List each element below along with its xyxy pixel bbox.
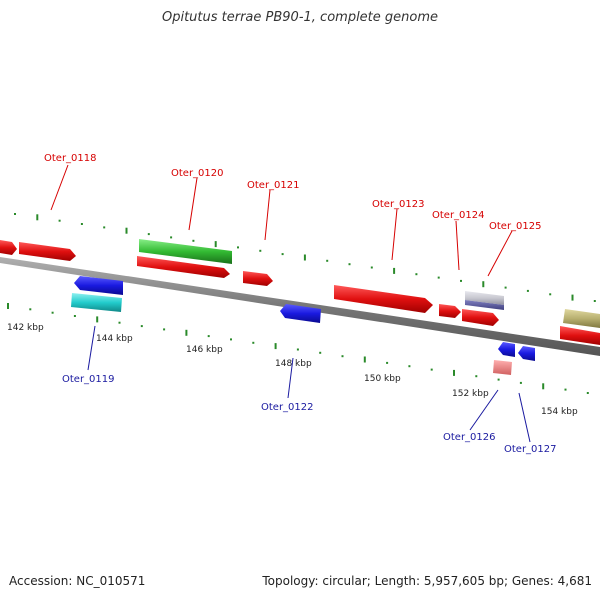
gene-arrow-oter-0125-lower[interactable] xyxy=(462,309,499,326)
gene-arrow-left-edge[interactable] xyxy=(0,240,17,255)
map-title: Opitutus terrae PB90-1, complete genome xyxy=(161,10,439,25)
callout-line-oter-0126 xyxy=(469,389,499,431)
gene-arrow-oter-0119[interactable] xyxy=(74,276,123,295)
gene-bar-oter-0125[interactable] xyxy=(465,291,504,305)
gene-arrow-oter-0118[interactable] xyxy=(19,242,76,261)
callout-line-oter-0123 xyxy=(391,208,398,261)
scale-label-154: 154 kbp xyxy=(541,407,578,417)
gene-arrow-right-edge-red[interactable] xyxy=(560,326,600,345)
gene-label-oter-0122[interactable]: Oter_0122 xyxy=(261,402,314,413)
gene-label-oter-0125[interactable]: Oter_0125 xyxy=(489,221,542,232)
gene-label-oter-0124[interactable]: Oter_0124 xyxy=(432,210,485,221)
callout-line-oter-0124 xyxy=(455,220,460,271)
callout-line-oter-0127 xyxy=(518,392,531,443)
genome-summary-text: Topology: circular; Length: 5,957,605 bp… xyxy=(262,574,592,588)
callout-line-oter-0120 xyxy=(188,177,198,231)
scale-label-152: 152 kbp xyxy=(452,389,489,399)
gene-bar-oter-0126-rna[interactable] xyxy=(493,360,512,375)
gene-label-oter-0127[interactable]: Oter_0127 xyxy=(504,444,557,455)
callout-line-oter-0122 xyxy=(287,357,294,399)
gene-bar-right-edge-olive[interactable] xyxy=(563,309,600,328)
gene-bar-oter-0119-rna[interactable] xyxy=(71,293,122,312)
scale-label-150: 150 kbp xyxy=(364,374,401,384)
callout-line-oter-0125 xyxy=(487,230,513,277)
gene-arrow-oter-0121[interactable] xyxy=(243,271,273,286)
reverse-tick-row xyxy=(7,303,589,394)
gene-arrow-oter-0124[interactable] xyxy=(439,304,461,318)
gene-label-oter-0118[interactable]: Oter_0118 xyxy=(44,153,97,164)
callout-line-oter-0118 xyxy=(50,164,69,211)
gene-label-oter-0126[interactable]: Oter_0126 xyxy=(443,432,496,443)
gene-label-oter-0121[interactable]: Oter_0121 xyxy=(247,180,300,191)
accession-text: Accession: NC_010571 xyxy=(9,574,146,588)
forward-tick-row xyxy=(14,213,596,302)
callout-line-oter-0121 xyxy=(264,189,271,241)
scale-label-146: 146 kbp xyxy=(186,345,223,355)
gene-arrow-oter-0126[interactable] xyxy=(498,342,515,357)
scale-label-144: 144 kbp xyxy=(96,334,133,344)
scale-label-148: 148 kbp xyxy=(275,359,312,369)
gene-arrow-oter-0120-lower[interactable] xyxy=(137,256,230,278)
scale-label-142: 142 kbp xyxy=(7,323,44,333)
gene-label-oter-0119[interactable]: Oter_0119 xyxy=(62,374,115,385)
gene-arrow-oter-0122[interactable] xyxy=(280,304,321,323)
callout-line-oter-0119 xyxy=(87,325,96,371)
gene-bar-oter-0125-purple xyxy=(465,300,504,310)
gene-label-oter-0123[interactable]: Oter_0123 xyxy=(372,199,425,210)
gene-label-oter-0120[interactable]: Oter_0120 xyxy=(171,168,224,179)
gene-arrow-oter-0127[interactable] xyxy=(518,346,535,361)
gene-bar-oter-0120[interactable] xyxy=(139,239,232,264)
gene-arrow-oter-0123[interactable] xyxy=(334,285,433,313)
